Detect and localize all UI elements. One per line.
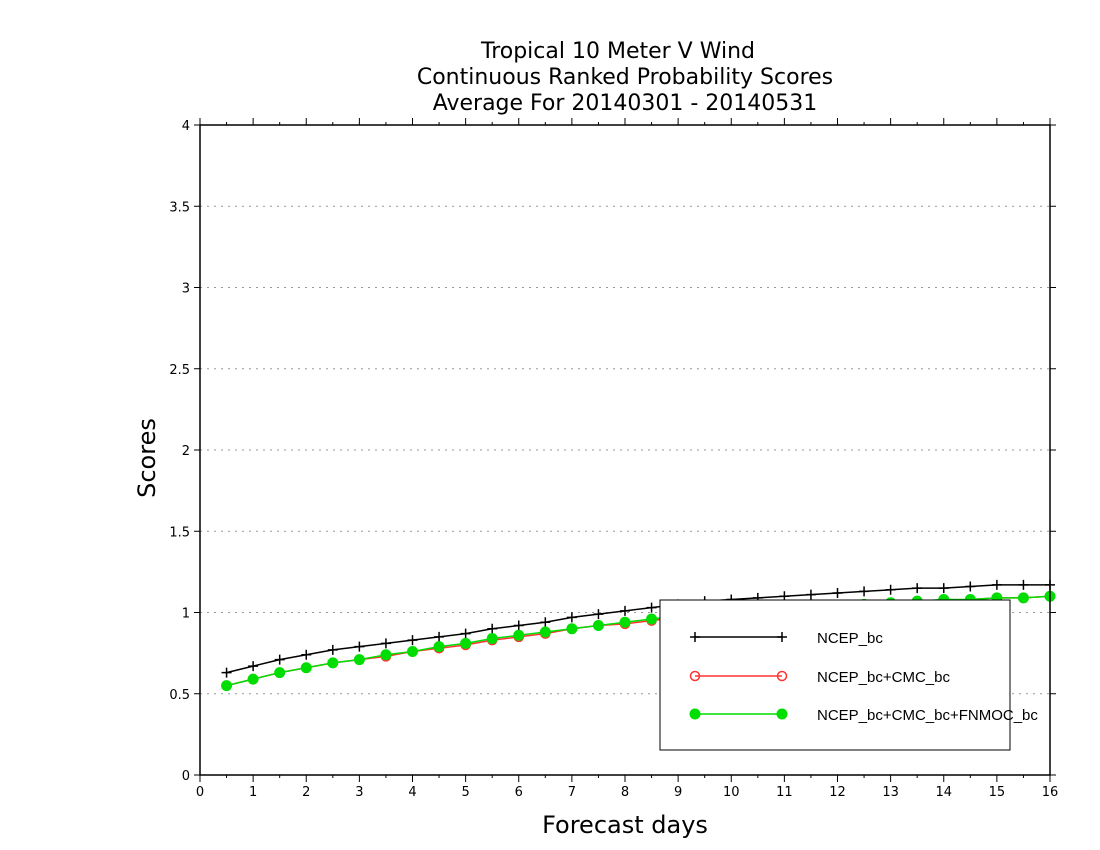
x-tick-label-13: 13: [882, 785, 899, 800]
series-0-point-7: [407, 635, 418, 646]
series-2-point-3: [300, 662, 312, 674]
legend-marker-end-2: [776, 708, 788, 720]
legend-marker-start-0: [690, 632, 700, 642]
legend-entry-1: NCEP_bc+CMC_bc: [689, 669, 950, 686]
legend-label-1: NCEP_bc+CMC_bc: [817, 669, 950, 686]
y-tick-label-0: 0: [182, 769, 190, 784]
series-0-point-26: [912, 583, 923, 594]
series-2-point-13: [566, 623, 578, 635]
series-0-point-1: [248, 661, 259, 672]
series-0-point-28: [965, 581, 976, 592]
x-tick-label-12: 12: [829, 785, 846, 800]
series-0-point-13: [566, 612, 577, 623]
series-2-point-4: [327, 657, 339, 669]
legend-marker-start-1: [689, 670, 701, 682]
series-2-point-2: [274, 667, 286, 679]
y-tick-label-3: 1.5: [169, 525, 190, 540]
series-0-point-2: [274, 654, 285, 665]
series-2-point-9: [460, 637, 472, 649]
series-0-point-9: [460, 628, 471, 639]
legend-entry-2: NCEP_bc+CMC_bc+FNMOC_bc: [689, 707, 1038, 724]
x-tick-label-0: 0: [196, 785, 204, 800]
legend-label-0: NCEP_bc: [817, 630, 883, 647]
y-tick-label-4: 2: [182, 444, 190, 459]
series-0-point-15: [620, 605, 630, 616]
series-2-point-30: [1017, 592, 1029, 604]
series-0-point-12: [540, 617, 551, 628]
chart-title-line-2: Continuous Ranked Probability Scores: [417, 65, 833, 90]
series-0-point-10: [487, 623, 498, 634]
series-0-point-0: [221, 667, 232, 678]
chart-title-line-1: Tropical 10 Meter V Wind: [480, 39, 755, 64]
series-0-point-8: [434, 631, 445, 642]
series-2-point-12: [539, 626, 551, 638]
series-2-point-11: [513, 629, 525, 641]
legend: NCEP_bc NCEP_bc+CMC_bc NCEP_bc+CMC_bc+FNMO…: [659, 599, 1038, 751]
series-2-point-5: [353, 654, 365, 666]
legend-label-2: NCEP_bc+CMC_bc+FNMOC_bc: [817, 707, 1038, 724]
series-2-point-6: [380, 649, 392, 661]
series-0-point-22: [805, 589, 816, 600]
y-axis-ticks: 0 0.5 1 1.5 2 2.5 3 3.5 4: [169, 119, 1056, 784]
x-tick-label-1: 1: [249, 785, 257, 800]
x-tick-label-3: 3: [355, 785, 363, 800]
y-tick-label-6: 3: [182, 282, 190, 297]
series-2-point-7: [407, 646, 418, 657]
x-tick-label-15: 15: [989, 785, 1006, 800]
series-0-point-27: [938, 583, 949, 594]
series-0-point-24: [859, 586, 870, 597]
x-tick-label-14: 14: [935, 785, 952, 800]
legend-box: [659, 599, 1011, 751]
legend-entry-0: NCEP_bc: [690, 630, 883, 647]
series-2-point-0: [221, 680, 233, 692]
x-tick-label-11: 11: [776, 785, 793, 800]
series-0-point-11: [513, 620, 524, 631]
series-0-point-25: [885, 584, 896, 595]
x-axis-ticks: 0 1 2 3 4 5 6 7 8 9 10 11 12 13 14 15 16: [196, 118, 1058, 800]
x-tick-label-4: 4: [408, 785, 416, 800]
x-tick-label-9: 9: [674, 785, 682, 800]
series-0-point-6: [380, 638, 391, 649]
x-tick-label-6: 6: [515, 785, 523, 800]
y-tick-label-5: 2.5: [169, 363, 190, 378]
series-0: [221, 579, 1055, 678]
x-axis-label: Forecast days: [542, 811, 708, 839]
series-0-point-5: [354, 641, 365, 652]
series-2-point-10: [486, 633, 498, 644]
y-tick-label-2: 1: [182, 607, 190, 622]
series-0-point-29: [991, 579, 1002, 590]
chart-title-line-3: Average For 20140301 - 20140531: [433, 91, 818, 116]
series-0-point-30: [1018, 579, 1029, 590]
series-2-point-15: [619, 616, 631, 628]
x-tick-label-10: 10: [723, 785, 740, 800]
series-2-point-8: [433, 641, 445, 653]
y-tick-label-1: 0.5: [169, 688, 190, 703]
x-tick-label-16: 16: [1042, 785, 1059, 800]
series-0-point-14: [593, 609, 604, 620]
series-2-point-14: [592, 620, 604, 631]
x-tick-label-7: 7: [568, 785, 576, 800]
series-0-point-3: [301, 649, 312, 660]
series-0-point-23: [832, 588, 843, 598]
legend-marker-start-2: [689, 708, 701, 720]
y-tick-label-7: 3.5: [169, 200, 190, 215]
x-tick-label-2: 2: [302, 785, 310, 800]
legend-marker-end-0: [777, 632, 787, 642]
x-tick-label-5: 5: [461, 785, 469, 800]
legend-marker-end-1: [776, 670, 788, 682]
series-0-point-4: [327, 644, 338, 655]
series-2-point-1: [247, 673, 259, 685]
y-axis-label: Scores: [133, 418, 161, 498]
y-tick-label-8: 4: [182, 119, 190, 134]
series-0-point-16: [646, 602, 657, 613]
x-tick-label-8: 8: [621, 785, 629, 800]
series-2-point-16: [646, 613, 658, 625]
